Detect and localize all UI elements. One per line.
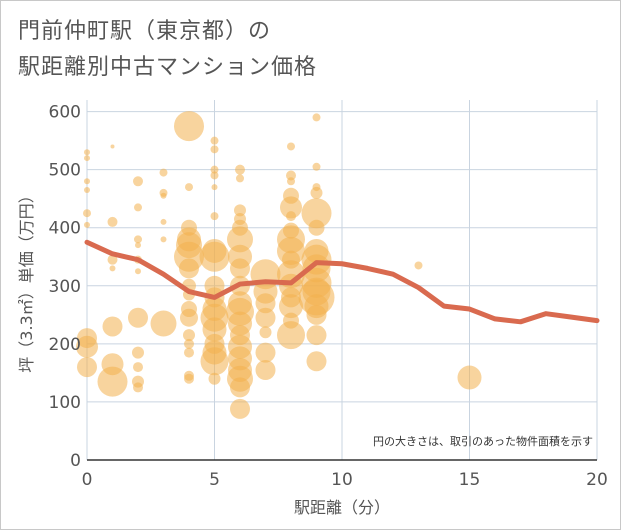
data-bubble (255, 307, 276, 328)
data-bubble (255, 293, 276, 314)
data-bubble (77, 357, 97, 378)
data-bubble (202, 317, 227, 342)
data-bubble (210, 136, 219, 145)
data-bubble (184, 338, 194, 349)
data-bubble (210, 212, 219, 221)
data-bubble (236, 174, 244, 183)
data-bubble (286, 170, 296, 181)
data-bubble (255, 342, 276, 363)
data-bubble (457, 365, 482, 390)
x-tick-label: 0 (82, 470, 93, 490)
data-bubble (210, 165, 219, 174)
data-bubble (306, 325, 327, 346)
data-bubble (312, 113, 321, 122)
data-bubble (150, 310, 177, 337)
data-bubble (160, 192, 167, 199)
data-bubble (133, 176, 143, 187)
data-bubble (255, 360, 276, 380)
data-bubble (287, 142, 295, 151)
data-bubble (301, 198, 332, 229)
data-bubble (128, 307, 148, 328)
trend-line-group (84, 239, 600, 325)
data-bubble (414, 261, 423, 270)
data-bubble (134, 235, 142, 244)
average-trend-line (84, 239, 600, 325)
data-bubble (107, 216, 118, 227)
x-axis-label: 駅距離（分） (294, 498, 390, 517)
grid-lines (86, 100, 598, 461)
data-bubble (184, 347, 194, 358)
data-bubble (208, 372, 221, 385)
data-bubble (83, 209, 91, 218)
data-bubble (102, 316, 123, 337)
data-bubble (211, 184, 218, 191)
data-bubble (279, 294, 303, 319)
data-bubble (132, 346, 144, 359)
data-bubble (185, 183, 193, 192)
data-bubble (84, 149, 90, 156)
data-bubble (230, 398, 250, 419)
bubble-size-note: 円の大きさは、取引のあった物件面積を示す (373, 434, 593, 448)
data-bubble (109, 265, 116, 272)
data-bubble (227, 226, 253, 253)
data-bubble (179, 258, 199, 279)
data-bubble (308, 219, 325, 236)
data-bubble (286, 211, 296, 222)
data-bubble (277, 321, 305, 350)
data-bubble (76, 335, 98, 358)
data-bubble (107, 254, 118, 265)
data-bubble (174, 111, 204, 142)
chart-title: 門前仲町駅（東京都）の 駅距離別中古マンション価格 (18, 14, 317, 86)
data-bubble (184, 373, 194, 384)
data-bubble (180, 308, 198, 327)
bubble-series (76, 111, 482, 419)
data-bubble (210, 145, 219, 154)
data-bubble (84, 187, 90, 193)
data-bubble (97, 366, 128, 397)
x-tick-label: 5 (209, 470, 220, 490)
data-bubble (312, 162, 321, 171)
data-bubble (160, 218, 167, 225)
data-bubble (84, 178, 90, 185)
data-bubble (200, 347, 229, 376)
data-bubble (310, 186, 323, 199)
data-bubble (259, 326, 272, 339)
data-bubble (230, 377, 250, 398)
data-bubble (235, 164, 245, 175)
data-bubble (135, 242, 141, 249)
x-tick-label: 15 (459, 470, 481, 490)
data-bubble (110, 144, 115, 149)
data-bubble (133, 362, 143, 373)
data-bubble (230, 258, 250, 279)
data-bubble (199, 241, 230, 272)
y-tick-label: 200 (49, 335, 81, 355)
y-tick-label: 100 (49, 393, 81, 413)
data-bubble (135, 268, 141, 275)
data-bubble (84, 221, 90, 228)
data-bubble (133, 382, 143, 393)
data-bubble (160, 236, 167, 243)
data-bubble (306, 351, 327, 372)
chart-title-line1: 門前仲町駅（東京都）の (18, 19, 272, 44)
data-bubble (134, 203, 142, 212)
y-tick-label: 600 (49, 103, 81, 123)
data-bubble (234, 204, 246, 217)
y-axis-label: 坪（3.3㎡）単価（万円） (17, 187, 36, 372)
data-bubble (84, 155, 90, 162)
x-tick-label: 20 (586, 470, 608, 490)
y-tick-label: 0 (70, 451, 81, 471)
data-bubble (210, 171, 219, 180)
y-tick-label: 400 (49, 219, 81, 239)
data-bubble (306, 304, 327, 325)
data-bubble (159, 168, 168, 177)
data-bubble (280, 196, 302, 219)
chart-title-line2: 駅距離別中古マンション価格 (18, 55, 318, 80)
x-tick-label: 10 (331, 470, 353, 490)
y-tick-label: 300 (49, 277, 81, 297)
y-tick-label: 500 (49, 161, 81, 181)
data-bubble (183, 329, 195, 342)
data-bubble (287, 177, 295, 186)
